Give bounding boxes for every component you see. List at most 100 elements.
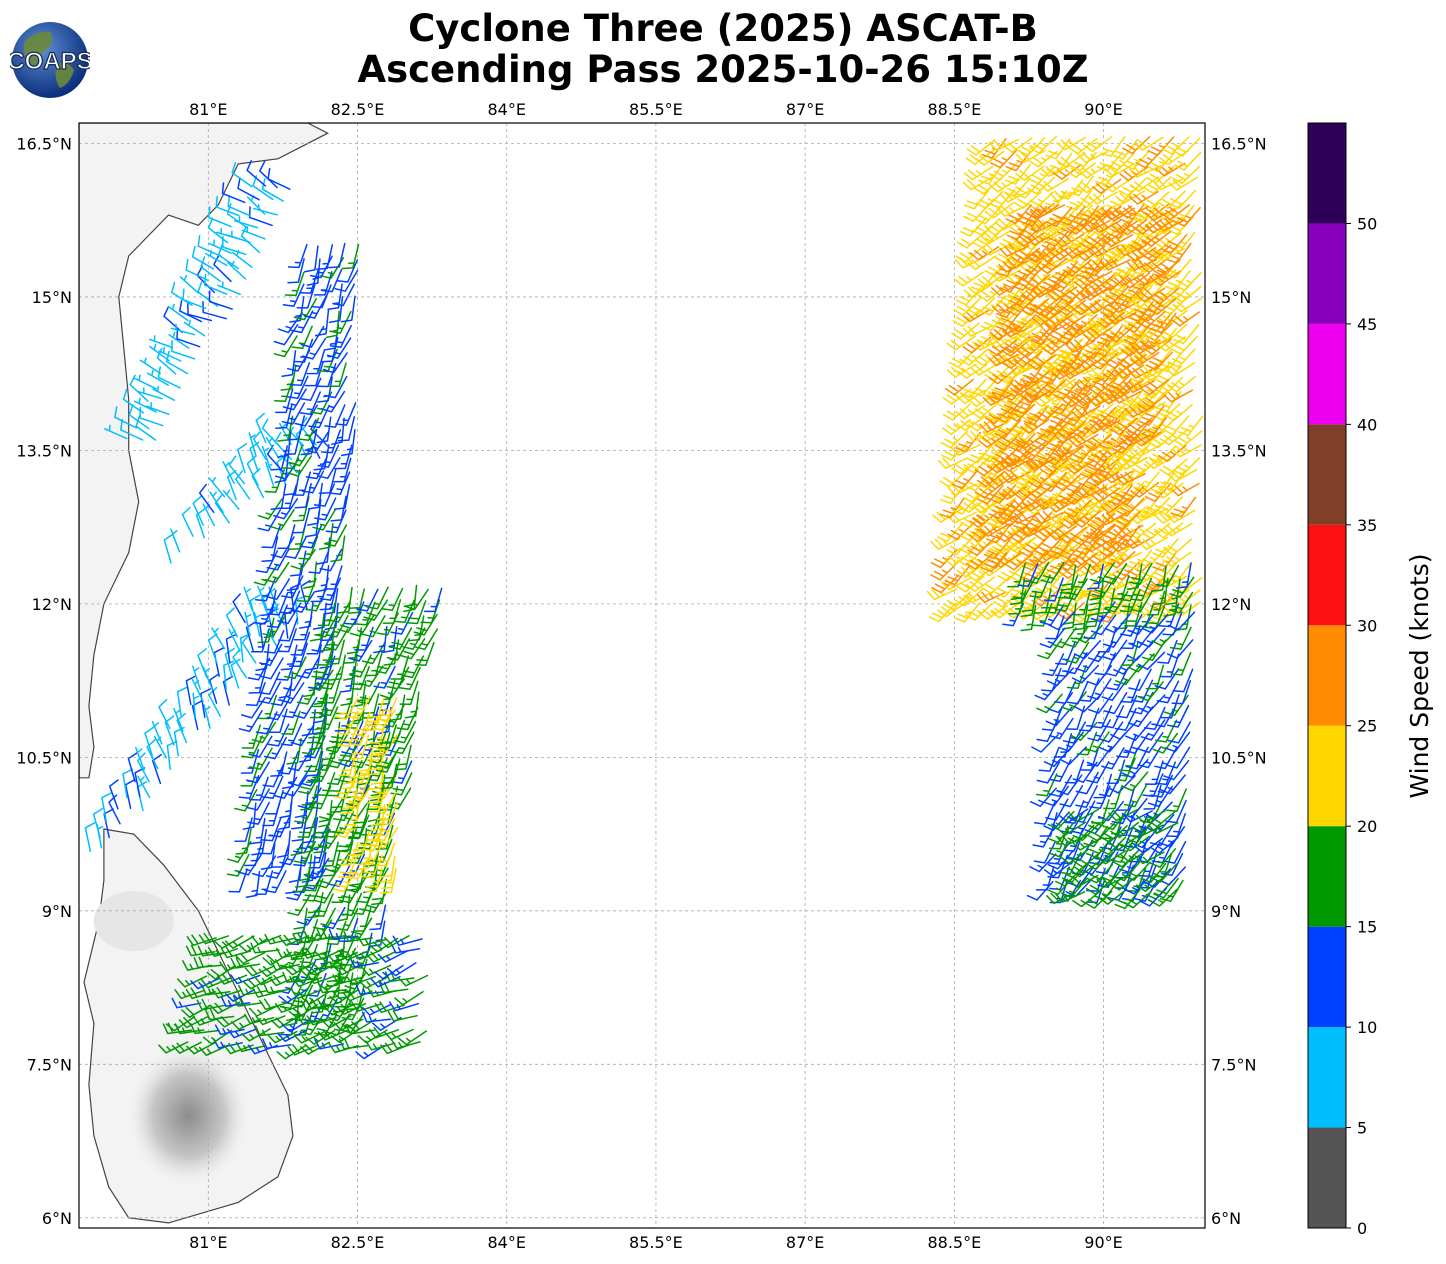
wind-barb bbox=[1089, 578, 1105, 606]
colorbar-segment bbox=[1308, 926, 1346, 1028]
wind-barb bbox=[1038, 538, 1065, 559]
wind-barb bbox=[1147, 785, 1173, 808]
wind-barb bbox=[1018, 460, 1044, 482]
wind-barb bbox=[386, 962, 417, 977]
wind-barb bbox=[1039, 177, 1069, 192]
wind-barb bbox=[1098, 836, 1127, 856]
wind-barb bbox=[307, 665, 329, 690]
wind-barb bbox=[1087, 512, 1116, 531]
wind-barb bbox=[122, 768, 134, 799]
wind-barb bbox=[1073, 205, 1100, 226]
wind-barb bbox=[1131, 205, 1161, 222]
wind-barb bbox=[956, 562, 987, 578]
wind-barb bbox=[408, 615, 425, 642]
wind-barb bbox=[1162, 551, 1192, 567]
wind-barb bbox=[388, 1001, 420, 1012]
wind-barb bbox=[987, 335, 1018, 349]
wind-barb bbox=[174, 989, 205, 1000]
wind-barb bbox=[1149, 848, 1177, 868]
wind-barb bbox=[280, 722, 303, 747]
wind-barb bbox=[308, 404, 330, 429]
wind-barb bbox=[1142, 230, 1172, 247]
wind-barb bbox=[1100, 136, 1126, 158]
colorbar-segment bbox=[1308, 524, 1346, 626]
wind-barb bbox=[994, 419, 1022, 439]
wind-barb bbox=[1022, 562, 1049, 583]
wind-barb bbox=[1003, 137, 1033, 153]
wind-barb bbox=[190, 977, 221, 990]
wind-barb bbox=[244, 965, 275, 977]
wind-barb bbox=[1038, 247, 1068, 263]
colorbar-tick-label: 5 bbox=[1357, 1119, 1367, 1138]
wind-barb bbox=[943, 591, 971, 610]
lon-tick-label-top: 82.5°E bbox=[331, 100, 385, 119]
wind-barb bbox=[1170, 311, 1201, 327]
wind-barb bbox=[237, 177, 260, 201]
wind-barb bbox=[333, 1018, 364, 1031]
wind-barb bbox=[991, 282, 1021, 296]
wind-barb bbox=[1133, 837, 1164, 854]
wind-barb bbox=[185, 258, 209, 282]
wind-barb bbox=[196, 998, 227, 1011]
wind-barb bbox=[1035, 773, 1058, 797]
wind-barb bbox=[294, 800, 317, 824]
wind-barb bbox=[1000, 393, 1027, 414]
wind-barb bbox=[1117, 457, 1148, 470]
wind-barb bbox=[1100, 297, 1128, 318]
wind-barb bbox=[193, 956, 223, 969]
wind-barb bbox=[1124, 380, 1155, 394]
wind-barb bbox=[1056, 821, 1087, 836]
wind-barb bbox=[1086, 274, 1115, 291]
wind-barb bbox=[1152, 259, 1181, 277]
wind-barb bbox=[1119, 588, 1141, 613]
wind-barb bbox=[361, 855, 383, 879]
wind-barb bbox=[288, 1003, 319, 1019]
wind-barb bbox=[1041, 231, 1069, 251]
wind-barb bbox=[990, 149, 1018, 169]
wind-barb bbox=[1086, 525, 1116, 543]
lon-tick-label-top: 90°E bbox=[1084, 100, 1122, 119]
wind-barb bbox=[1163, 538, 1193, 556]
wind-barb bbox=[1012, 577, 1036, 600]
wind-barb bbox=[328, 362, 347, 388]
wind-barb bbox=[329, 787, 348, 814]
wind-barb bbox=[1009, 525, 1039, 544]
wind-barb bbox=[1015, 165, 1045, 181]
wind-barb bbox=[983, 539, 1011, 560]
wind-barb bbox=[954, 271, 984, 287]
wind-barb bbox=[347, 696, 371, 720]
wind-barb bbox=[944, 550, 974, 567]
wind-barb bbox=[1163, 759, 1190, 781]
wind-barb bbox=[328, 928, 359, 940]
wind-barb bbox=[1041, 338, 1072, 355]
wind-barb bbox=[1082, 326, 1113, 343]
wind-barb bbox=[1059, 746, 1087, 765]
wind-barb bbox=[301, 731, 325, 755]
wind-barb bbox=[321, 1015, 352, 1029]
wind-barb bbox=[1053, 473, 1082, 492]
wind-barb bbox=[960, 509, 988, 529]
wind-barb bbox=[1054, 445, 1084, 462]
wind-barb bbox=[370, 975, 401, 988]
wind-barb bbox=[371, 878, 388, 906]
wind-barb bbox=[226, 230, 251, 244]
wind-barb bbox=[1128, 190, 1159, 205]
wind-barb bbox=[1166, 704, 1190, 728]
wind-barb bbox=[226, 1028, 258, 1039]
wind-barb bbox=[1124, 419, 1151, 440]
lon-tick-label-top: 88.5°E bbox=[927, 100, 981, 119]
wind-barb bbox=[1137, 508, 1168, 520]
wind-barb bbox=[329, 471, 351, 495]
lon-tick-label-top: 81°E bbox=[189, 100, 227, 119]
wind-barb bbox=[1110, 821, 1140, 839]
wind-barb bbox=[951, 469, 979, 490]
wind-barb bbox=[179, 274, 200, 294]
wind-barb bbox=[1047, 822, 1074, 844]
wind-barb bbox=[965, 429, 996, 443]
wind-barb bbox=[365, 867, 383, 893]
wind-barb bbox=[1130, 577, 1153, 602]
wind-barb bbox=[1132, 431, 1162, 447]
wind-barb bbox=[286, 375, 309, 399]
wind-barb bbox=[1017, 340, 1046, 358]
wind-barb bbox=[325, 509, 347, 534]
